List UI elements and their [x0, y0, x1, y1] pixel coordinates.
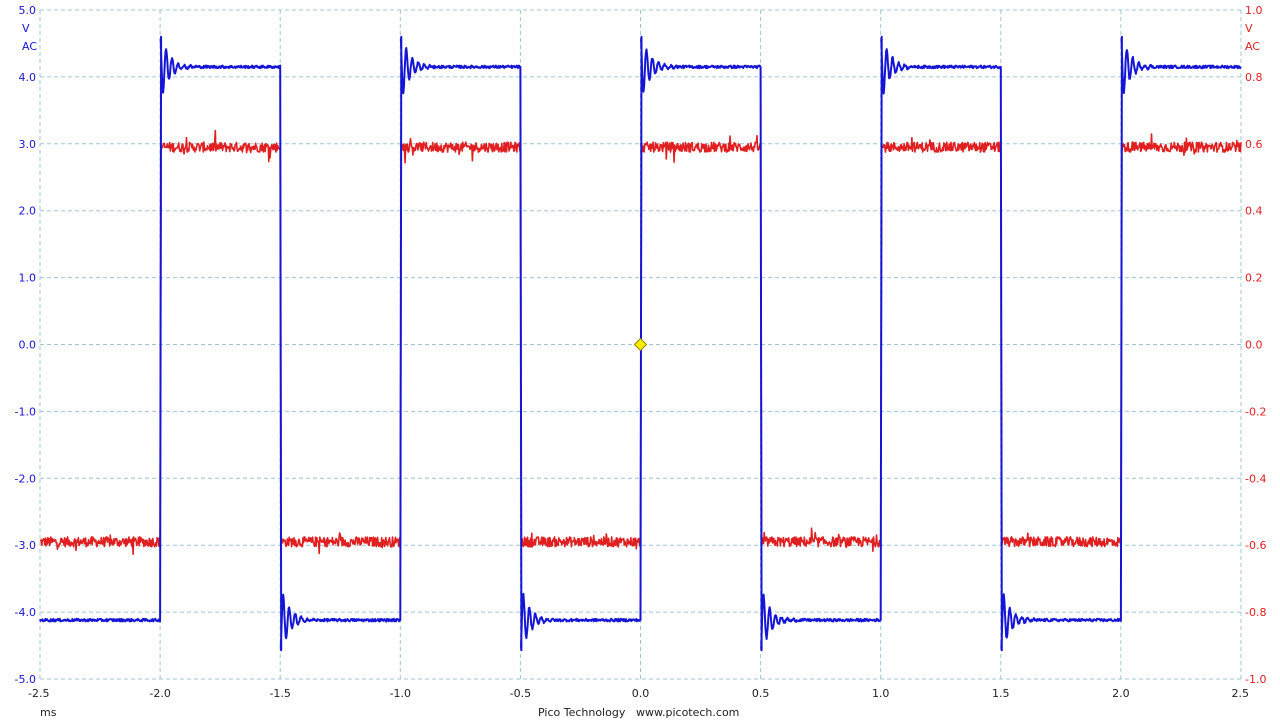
left-y-tick-label: 2.0: [19, 205, 37, 218]
right-y-tick-label: -0.4: [1245, 472, 1266, 485]
channel-a-trace: [39, 35, 1242, 652]
x-tick-label: 0.5: [752, 687, 770, 700]
left-y-tick-label: 0.0: [19, 339, 37, 352]
right-axis-coupling: AC: [1245, 40, 1260, 53]
right-y-tick-label: -1.0: [1245, 673, 1266, 686]
x-tick-label: 1.5: [992, 687, 1010, 700]
right-y-tick-label: 0.4: [1245, 205, 1263, 218]
left-y-tick-label: -1.0: [15, 405, 36, 418]
right-y-tick-label: 0.8: [1245, 71, 1263, 84]
left-y-tick-label: -5.0: [15, 673, 36, 686]
footer-url: www.picotech.com: [636, 706, 739, 719]
left-y-tick-label: -4.0: [15, 606, 36, 619]
x-tick-label: -1.5: [269, 687, 290, 700]
left-y-tick-label: 1.0: [19, 272, 37, 285]
x-tick-label: 2.0: [1112, 687, 1130, 700]
right-y-tick-label: 0.6: [1245, 138, 1263, 151]
left-y-tick-label: 4.0: [19, 71, 37, 84]
x-tick-label: -1.0: [390, 687, 411, 700]
left-y-tick-label: -3.0: [15, 539, 36, 552]
right-axis-unit: V: [1245, 22, 1253, 35]
traces: [39, 35, 1242, 652]
trigger-marker-layer: [633, 337, 648, 352]
right-y-tick-label: -0.6: [1245, 539, 1266, 552]
right-y-tick-label: -0.8: [1245, 606, 1266, 619]
left-axis-coupling: AC: [22, 40, 37, 53]
left-axis-unit: V: [22, 22, 30, 35]
left-y-tick-label: -2.0: [15, 472, 36, 485]
x-axis-unit: ms: [40, 706, 57, 719]
right-y-tick-label: 1.0: [1245, 4, 1263, 17]
x-tick-label: 0.0: [632, 687, 650, 700]
trigger-marker[interactable]: [633, 337, 648, 352]
right-y-tick-label: 0.0: [1245, 339, 1263, 352]
x-tick-label: -2.5: [28, 687, 49, 700]
right-axis-ticks: 1.0 0.8 0.6 0.4 0.2 0.0 -0.2 -0.4 -0.6 -0.8 -1.0: [1245, 4, 1266, 686]
x-axis-ticks: -2.5 -2.0 -1.5 -1.0 -0.5 0.0 0.5 1.0 1.5 2.0 2.5: [28, 687, 1249, 700]
x-tick-label: 1.0: [872, 687, 890, 700]
x-tick-label: -2.0: [149, 687, 170, 700]
left-axis-ticks: 5.0 4.0 3.0 2.0 1.0 0.0 -1.0 -2.0 -3.0 -4.0 -5.0: [15, 4, 36, 686]
left-y-tick-label: 5.0: [19, 4, 37, 17]
footer-brand: Pico Technology: [538, 706, 626, 719]
left-y-tick-label: 3.0: [19, 138, 37, 151]
x-tick-label: -0.5: [510, 687, 531, 700]
x-tick-label: 2.5: [1232, 687, 1250, 700]
right-y-tick-label: 0.2: [1245, 272, 1263, 285]
right-y-tick-label: -0.2: [1245, 405, 1266, 418]
